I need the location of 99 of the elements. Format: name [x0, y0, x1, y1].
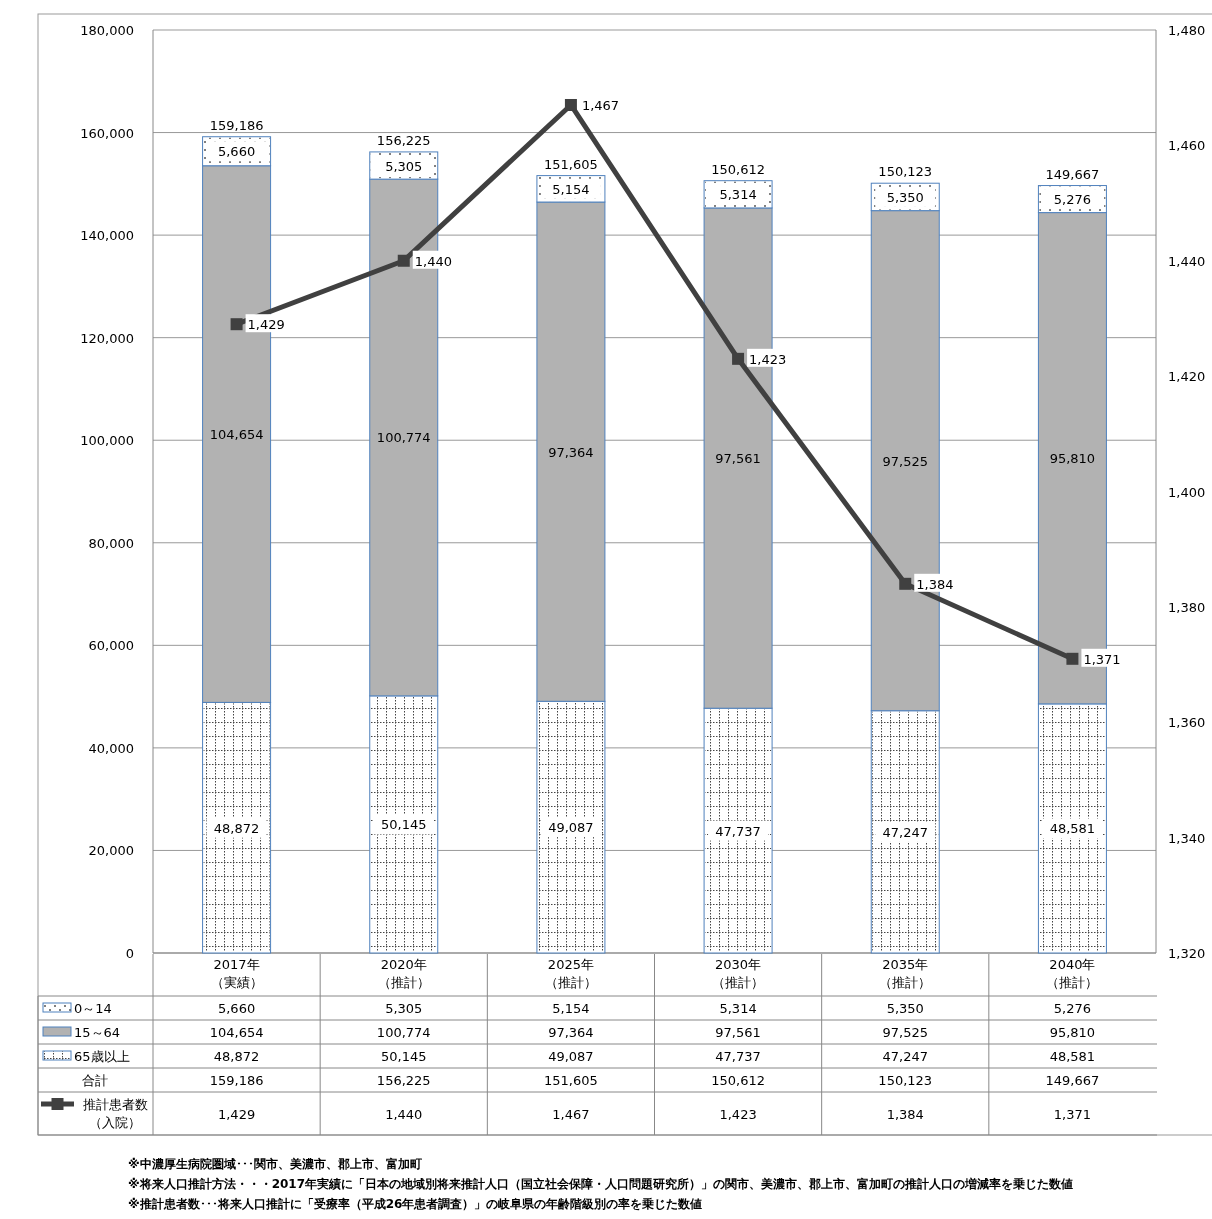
y2-tick-label: 1,460 — [1168, 138, 1206, 154]
legend-label: 15～64 — [74, 1025, 121, 1040]
text: 97,525 — [882, 453, 928, 469]
data-label: 1,423 — [749, 351, 787, 367]
y2-tick-label: 1,380 — [1168, 599, 1206, 615]
data-label: 95,810 — [1049, 1025, 1096, 1040]
data-label: 5,314 — [719, 1001, 757, 1016]
data-label: 1,371 — [1083, 651, 1121, 667]
data-label: 1,440 — [414, 253, 452, 269]
data-label: 48,581 — [1049, 1049, 1096, 1064]
y2-tick-label: 1,320 — [1168, 946, 1206, 961]
data-label: 5,154 — [552, 1001, 590, 1016]
y-tick-label: 60,000 — [88, 638, 134, 654]
data-label: 104,654 — [209, 1025, 264, 1040]
total-label: 150,123 — [878, 164, 933, 180]
y-tick-label: 40,000 — [88, 740, 134, 756]
text: 47,247 — [882, 824, 928, 840]
text: 5,660 — [217, 144, 256, 160]
data-label: 97,561 — [715, 1025, 761, 1040]
text: 47,737 — [715, 823, 761, 839]
y2-tick-label: 1,480 — [1168, 23, 1206, 38]
total-label: 151,605 — [544, 156, 598, 172]
y-tick-label: 0 — [125, 946, 134, 961]
text: 150,612 — [711, 1073, 765, 1088]
total-label: 150,612 — [711, 161, 765, 177]
point — [1066, 652, 1079, 665]
y2-tick-label: 1,400 — [1168, 484, 1206, 500]
point — [732, 352, 745, 365]
total-label: 159,186 — [209, 117, 264, 133]
text: ※将来人口推計方法・・・2017年実績に「日本の地域別将来推計人口（国立社会保障・人口問題研究所）」の関市、美濃市、郡上市、富加町の推計人口の増減率を乗じた数値 — [128, 1177, 1074, 1191]
text: ※推計患者数･･･将来人口推計に「受療率（平成26年患者調査）」の岐阜県の年齢階級別の率を乗じた数値 — [128, 1197, 703, 1211]
text: 1,440 — [385, 1106, 423, 1122]
text: 5,276 — [1053, 192, 1092, 208]
y-tick-label: 120,000 — [80, 330, 134, 346]
data-label: 47,737 — [715, 1049, 761, 1064]
data-label: 1,384 — [916, 576, 954, 592]
text: 159,186 — [209, 1073, 264, 1088]
y-tick-label: 80,000 — [88, 535, 134, 551]
text: 5,154 — [552, 181, 590, 197]
text: 156,225 — [376, 1073, 431, 1088]
text: 5,314 — [719, 187, 757, 203]
data-label: 100,774 — [376, 1025, 431, 1040]
text: 97,364 — [548, 444, 594, 460]
text: 151,605 — [544, 1073, 598, 1088]
text: 50,145 — [381, 817, 427, 833]
y-tick-label: 180,000 — [80, 23, 134, 38]
y2-tick-label: 1,420 — [1168, 369, 1206, 385]
x-tick-label: 2025年（推計） — [544, 957, 597, 990]
point — [230, 318, 243, 331]
y2-tick-label: 1,360 — [1168, 715, 1206, 731]
text: 1,384 — [886, 1106, 924, 1122]
x-tick-label: 2040年（推計） — [1046, 957, 1099, 990]
y2-tick-label: 1,440 — [1168, 253, 1206, 269]
legend-label: 0～14 — [74, 1001, 112, 1016]
data-label: 5,350 — [886, 1001, 924, 1016]
data-label: 5,660 — [217, 1001, 256, 1016]
data-label: 5,305 — [385, 1001, 423, 1016]
point — [397, 254, 410, 267]
x-tick-label: 2020年（推計） — [377, 957, 430, 990]
text: 5,350 — [886, 189, 924, 205]
total-label: 156,225 — [376, 132, 431, 148]
text: 48,872 — [213, 820, 260, 836]
y-tick-label: 100,000 — [80, 433, 134, 449]
text: 100,774 — [376, 430, 431, 446]
y-tick-label: 140,000 — [80, 228, 134, 244]
data-label: 1,467 — [581, 97, 620, 113]
text: 1,371 — [1053, 1106, 1092, 1122]
text: 95,810 — [1049, 451, 1096, 467]
text: 150,123 — [878, 1073, 933, 1088]
y-tick-label: 20,000 — [88, 843, 134, 859]
data-label: 1,429 — [247, 317, 285, 333]
total-label: 149,667 — [1045, 166, 1100, 182]
text: 49,087 — [548, 820, 594, 836]
text: 48,581 — [1049, 821, 1096, 837]
text: 97,561 — [715, 451, 761, 467]
data-label: 97,525 — [882, 1025, 928, 1040]
data-label: 47,247 — [882, 1049, 928, 1064]
text: 1,423 — [719, 1106, 757, 1122]
text: 1,467 — [552, 1106, 590, 1122]
y2-tick-label: 1,340 — [1168, 830, 1206, 846]
legend-label: 65歳以上 — [74, 1049, 130, 1064]
x-tick-label: 2035年（推計） — [879, 957, 932, 990]
data-label: 97,364 — [548, 1025, 594, 1040]
y-tick-label: 160,000 — [80, 125, 134, 141]
data-label: 50,145 — [381, 1049, 427, 1064]
point — [564, 98, 577, 111]
data-label: 5,276 — [1053, 1001, 1092, 1016]
x-tick-label: 2017年（実績） — [210, 957, 263, 990]
text: 合計 — [82, 1073, 108, 1088]
x-tick-label: 2030年（推計） — [712, 957, 765, 990]
text: 5,305 — [385, 158, 423, 174]
point — [899, 577, 912, 590]
text: ※中濃厚生病院圏域･･･関市、美濃市、郡上市、富加町 — [128, 1157, 422, 1171]
text: 104,654 — [209, 427, 264, 443]
text: 149,667 — [1045, 1073, 1100, 1088]
data-label: 48,872 — [213, 1049, 260, 1064]
text: 1,429 — [217, 1106, 256, 1122]
legend-label: 推計患者数（入院） — [82, 1097, 148, 1130]
data-label: 49,087 — [548, 1049, 594, 1064]
